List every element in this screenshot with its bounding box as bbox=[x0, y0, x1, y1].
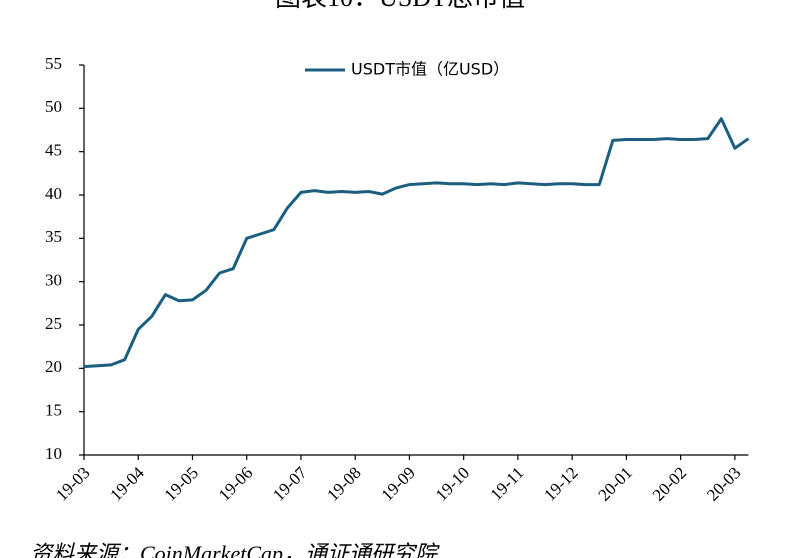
chart-title: 图表10：USDT总市值 bbox=[275, 0, 525, 12]
y-tick-label: 50 bbox=[45, 97, 62, 116]
y-tick-label: 20 bbox=[45, 357, 62, 376]
x-tick-label: 19-04 bbox=[106, 463, 148, 505]
y-tick-label: 25 bbox=[45, 314, 62, 333]
x-tick-label: 20-03 bbox=[703, 463, 744, 504]
x-tick-label: 19-07 bbox=[269, 463, 311, 505]
x-tick-label: 19-12 bbox=[540, 463, 581, 504]
x-tick-label: 20-01 bbox=[595, 463, 636, 504]
x-tick-label: 20-02 bbox=[649, 463, 690, 504]
y-tick-label: 40 bbox=[45, 184, 62, 203]
x-tick-label: 19-03 bbox=[52, 463, 93, 504]
legend-label: USDT市值（亿USD） bbox=[351, 60, 509, 79]
x-tick-label: 19-11 bbox=[486, 463, 527, 504]
y-tick-label: 10 bbox=[45, 444, 62, 463]
x-tick-label: 19-06 bbox=[215, 463, 256, 504]
y-tick-label: 15 bbox=[45, 401, 62, 420]
data-line bbox=[83, 117, 750, 369]
x-tick-label: 19-05 bbox=[161, 463, 202, 504]
source-note: 资料来源：CoinMarketCap，通证通研究院 bbox=[30, 541, 440, 558]
y-tick-label: 30 bbox=[45, 271, 62, 290]
x-tick-label: 19-09 bbox=[378, 463, 419, 504]
y-tick-label: 35 bbox=[45, 227, 62, 246]
y-tick-label: 45 bbox=[45, 141, 62, 160]
x-tick-label: 19-10 bbox=[432, 463, 473, 504]
y-tick-label: 55 bbox=[45, 54, 62, 73]
x-tick-label: 19-08 bbox=[323, 463, 364, 504]
